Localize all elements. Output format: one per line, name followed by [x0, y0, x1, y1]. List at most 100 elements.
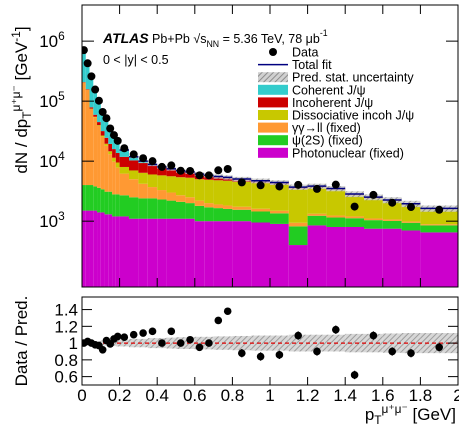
legend-swatch	[258, 110, 288, 120]
legend-label: Dissociative incoh J/ψ	[292, 109, 414, 123]
ratio-band	[223, 336, 233, 350]
stack-bar	[97, 125, 101, 126]
stack-bar	[213, 204, 223, 209]
stack-bar	[176, 195, 186, 202]
data-point	[109, 131, 118, 140]
y-tick-label: 104	[39, 149, 65, 171]
stack-bar	[129, 179, 139, 198]
legend-label: Coherent J/ψ	[292, 83, 366, 97]
stack-bar	[119, 166, 129, 174]
stack-bar	[100, 109, 105, 132]
stack-bar	[100, 131, 105, 136]
stack-bar	[115, 216, 120, 287]
stack-bar	[89, 108, 94, 186]
legend-swatch	[258, 122, 288, 133]
stack-bar	[204, 207, 214, 222]
stack-bar	[270, 184, 289, 211]
stack-bar	[401, 222, 421, 231]
stack-bar	[345, 218, 364, 227]
x-tick-label: 0.8	[221, 386, 245, 405]
main-plot	[82, 46, 458, 287]
stack-bar	[270, 213, 289, 224]
stack-bar	[129, 160, 139, 171]
stack-bar	[166, 218, 176, 287]
data-point	[129, 150, 138, 159]
data-point	[294, 180, 303, 189]
stack-bar	[204, 221, 214, 287]
ratio-point	[369, 331, 378, 340]
stack-bar	[108, 191, 113, 215]
stack-bar	[85, 89, 90, 90]
data-point	[195, 171, 204, 180]
stack-bar	[213, 180, 223, 205]
stack-bar	[82, 210, 86, 287]
x-tick-label: 0	[77, 386, 86, 405]
stack-bar	[382, 228, 402, 287]
x-tick-label: 0.6	[183, 386, 207, 405]
stack-bar	[307, 215, 327, 226]
stack-bar	[129, 218, 139, 287]
ratio-point	[223, 307, 232, 316]
ratio-point	[148, 327, 157, 336]
stack-bar	[89, 107, 94, 109]
selection-label: 0 < |y| < 0.5	[103, 53, 169, 67]
y-tick-label: 106	[39, 29, 65, 51]
data-point	[87, 72, 96, 81]
data-point	[313, 184, 321, 193]
x-tick-label: 0.4	[145, 386, 169, 405]
stack-bar	[401, 230, 421, 287]
stack-bar	[97, 212, 101, 287]
stack-bar	[185, 177, 195, 198]
stack-bar	[251, 211, 270, 223]
stack-bar	[112, 136, 116, 150]
ratio-plot	[82, 307, 458, 380]
stack-bar	[166, 176, 176, 193]
stack-bar	[147, 218, 158, 287]
data-point	[388, 198, 397, 207]
stack-bar	[157, 199, 167, 219]
ratio-point	[407, 349, 415, 357]
ratio-point	[195, 343, 204, 352]
x-tick-label: 2	[453, 386, 459, 405]
stack-bar	[326, 217, 346, 227]
stack-bar	[157, 167, 167, 176]
stack-bar	[185, 197, 195, 204]
stack-bar	[119, 156, 129, 167]
stack-bar	[112, 194, 116, 217]
data-point	[331, 180, 340, 189]
stack-bar	[100, 135, 105, 137]
ratio-y-tick-label: 1.4	[54, 301, 78, 320]
stack-bar	[270, 223, 289, 287]
ratio-point	[139, 329, 147, 337]
stack-bar	[185, 218, 195, 287]
stack-bar	[364, 228, 383, 287]
y-axis-title: dN / dpTμ⁺μ⁻ [GeV-1]	[9, 26, 34, 173]
stack-bar	[326, 189, 346, 216]
stack-bar	[204, 179, 214, 204]
stack-bar	[138, 218, 148, 287]
stack-bar	[100, 189, 105, 213]
stack-bar	[82, 50, 86, 83]
data-point	[94, 96, 103, 105]
stack-bar	[157, 218, 167, 287]
stack-bar	[166, 169, 176, 177]
legend-label: γγ→ll (fixed)	[292, 121, 361, 135]
stack-bar	[223, 221, 233, 287]
legend-swatch	[258, 84, 288, 95]
ratio-band	[364, 333, 383, 353]
stack-bar	[104, 145, 109, 192]
stack-bar	[104, 214, 109, 287]
data-point	[102, 114, 111, 123]
ratio-band	[194, 336, 205, 350]
stack-bar	[307, 225, 327, 287]
data-point	[223, 165, 232, 174]
x-tick-label: 1.4	[333, 386, 357, 405]
ratio-point	[388, 347, 397, 356]
stack-bar	[89, 210, 94, 287]
ratio-band	[288, 334, 308, 352]
stack-bar	[223, 205, 233, 209]
ratio-band	[100, 340, 105, 346]
stack-bar	[147, 174, 158, 188]
